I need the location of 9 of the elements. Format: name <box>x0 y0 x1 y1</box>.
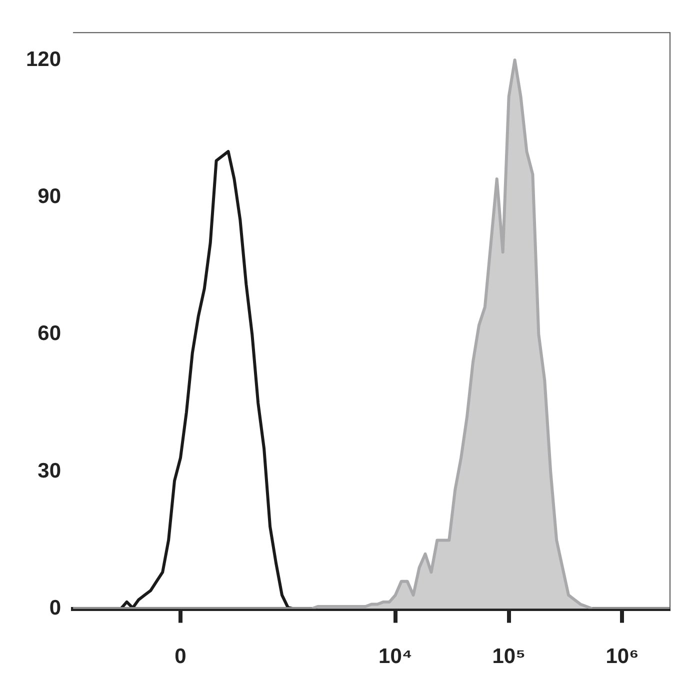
x-tick-label: 10⁴ <box>378 645 412 668</box>
y-tick-label: 120 <box>26 48 62 71</box>
y-tick-label: 30 <box>38 459 62 482</box>
y-tick-label: 90 <box>38 185 62 208</box>
x-tick-label: 0 <box>174 645 186 668</box>
y-tick-label: 0 <box>49 596 62 620</box>
x-tick-label: 10⁶ <box>606 645 639 668</box>
x-tick-label: 10⁵ <box>492 645 526 668</box>
y-tick-label: 60 <box>38 322 62 346</box>
